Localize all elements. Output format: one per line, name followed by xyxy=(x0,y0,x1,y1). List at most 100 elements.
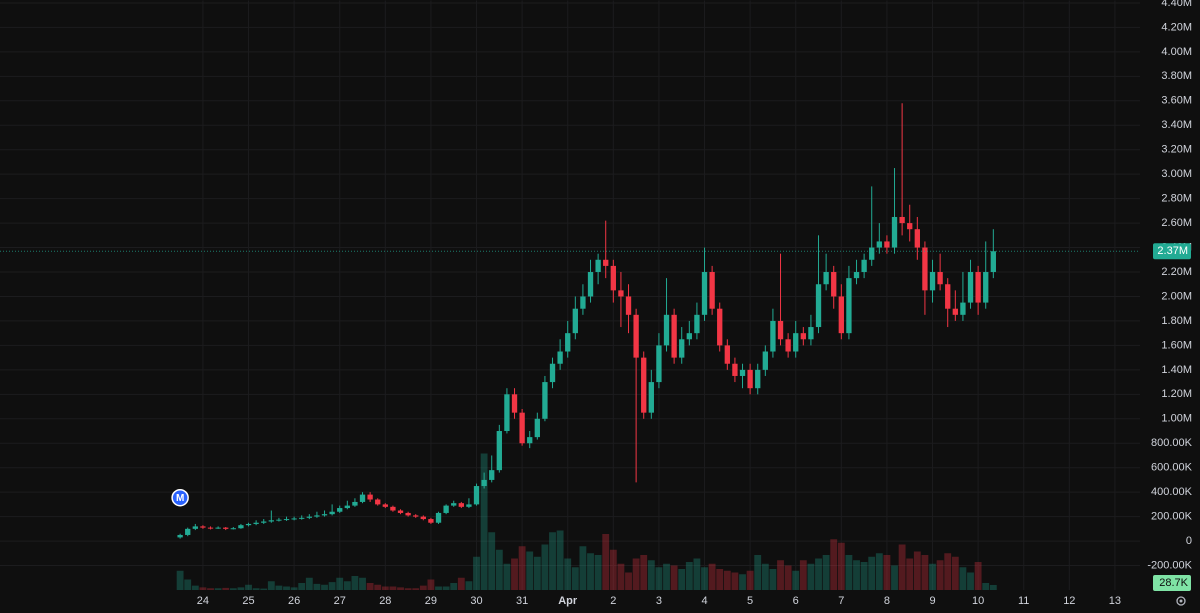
volume-bar xyxy=(815,558,822,590)
volume-bar xyxy=(647,560,655,590)
volume-bar xyxy=(617,563,625,590)
candle-body xyxy=(724,345,730,364)
volume-bar xyxy=(442,586,450,590)
y-tick-label: 200.00K xyxy=(1151,511,1193,523)
volume-bar xyxy=(495,549,503,590)
candle-body xyxy=(489,470,495,480)
y-tick-label: 4.40M xyxy=(1161,0,1192,9)
candle-body xyxy=(983,272,989,303)
volume-bar xyxy=(579,546,587,590)
candle-body xyxy=(261,521,267,523)
volume-bar xyxy=(746,570,754,590)
candle-body xyxy=(215,527,221,529)
x-tick-label: Apr xyxy=(558,595,578,607)
candle-body xyxy=(306,516,312,518)
candle-body xyxy=(656,345,662,383)
marker-label[interactable]: M xyxy=(176,493,184,504)
candle-body xyxy=(337,508,343,512)
volume-bar xyxy=(982,583,990,590)
y-tick-label: 3.60M xyxy=(1161,95,1192,107)
volume-bar xyxy=(313,583,321,590)
volume-bar xyxy=(229,588,237,590)
volume-bar xyxy=(518,546,526,590)
candle-body xyxy=(511,394,518,413)
x-tick-label: 3 xyxy=(656,595,662,607)
volume-bar xyxy=(473,556,480,590)
candle-body xyxy=(808,327,814,340)
volume-bar xyxy=(723,570,731,590)
volume-bar xyxy=(906,558,914,590)
y-tick-label: 2.80M xyxy=(1161,193,1192,205)
y-tick-label: 2.00M xyxy=(1161,290,1192,302)
volume-bar xyxy=(488,532,496,590)
volume-bar xyxy=(587,553,594,590)
candle-body xyxy=(268,520,274,522)
volume-bar xyxy=(275,585,283,590)
candle-body xyxy=(466,504,472,507)
volume-bar xyxy=(343,581,351,590)
candle-body xyxy=(929,272,936,291)
volume-pane xyxy=(176,453,997,590)
candle-body xyxy=(451,503,457,506)
candle-body xyxy=(641,357,647,413)
volume-bar xyxy=(860,562,868,590)
x-tick-label: 27 xyxy=(334,595,346,607)
volume-bar xyxy=(625,572,632,590)
candle-body xyxy=(823,272,829,285)
x-tick-label: 4 xyxy=(701,595,707,607)
x-tick-label: 12 xyxy=(1063,595,1075,607)
volume-bar xyxy=(807,563,815,590)
candle-body xyxy=(891,216,898,248)
settings-gear-center[interactable] xyxy=(1179,599,1183,603)
y-tick-label: 600.00K xyxy=(1151,462,1193,474)
candle-body xyxy=(397,510,404,513)
candle-body xyxy=(321,514,328,516)
candle-body xyxy=(390,506,396,511)
volume-bar xyxy=(450,583,458,590)
candle-body xyxy=(732,363,738,376)
volume-bar xyxy=(974,562,982,590)
volume-bar xyxy=(678,569,686,590)
settings-gear[interactable] xyxy=(1176,596,1186,606)
volume-bar xyxy=(777,560,784,590)
candle-body xyxy=(838,296,844,334)
candle-body xyxy=(283,519,290,521)
volume-bar xyxy=(366,583,374,590)
x-tick-label: 8 xyxy=(884,595,890,607)
grid xyxy=(0,0,1140,590)
candle-body xyxy=(694,314,700,334)
x-tick-label: 2 xyxy=(610,595,616,607)
volume-bar xyxy=(328,582,336,590)
y-tick-label: 1.80M xyxy=(1161,315,1192,327)
volume-bar xyxy=(412,588,420,590)
candle-body xyxy=(800,333,806,340)
volume-bar xyxy=(526,551,534,590)
volume-bar xyxy=(853,560,860,590)
volume-bar xyxy=(708,563,716,590)
candle-body xyxy=(534,418,540,438)
candle-body xyxy=(519,412,525,444)
candle-body xyxy=(382,504,388,507)
candle-body xyxy=(359,494,366,502)
candle-body xyxy=(496,431,502,471)
volume-bar xyxy=(222,587,230,590)
candle-body xyxy=(815,284,822,328)
candle-body xyxy=(192,526,198,529)
candle-body xyxy=(861,259,867,273)
candle-body xyxy=(291,518,297,520)
y-tick-label: 1.60M xyxy=(1161,339,1192,351)
candle-body xyxy=(785,339,791,352)
candle-body xyxy=(876,241,882,248)
volume-bar xyxy=(480,453,488,590)
volume-bar xyxy=(541,544,549,590)
x-tick-label: 11 xyxy=(1018,595,1029,607)
volume-bar xyxy=(944,553,952,590)
candle-body xyxy=(777,320,784,340)
volume-bar xyxy=(207,588,214,590)
candle-body xyxy=(299,517,305,519)
settings-icon[interactable] xyxy=(1176,596,1186,606)
candle-body xyxy=(458,503,464,507)
marker-badge[interactable] xyxy=(171,488,189,507)
